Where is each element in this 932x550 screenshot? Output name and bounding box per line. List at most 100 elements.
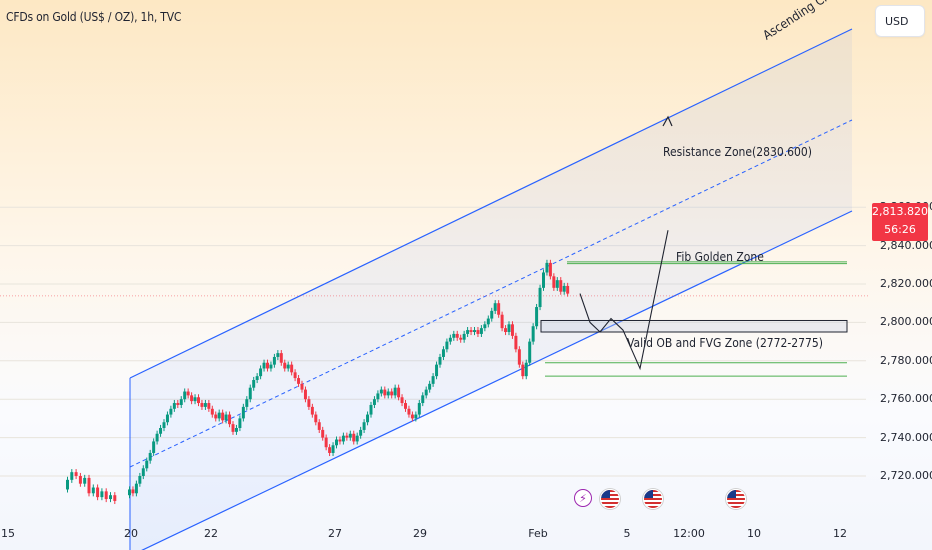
candle (272, 356, 276, 365)
candle (83, 477, 87, 484)
candle (514, 335, 518, 350)
candle (376, 393, 380, 400)
current-price: 2,813.820 (872, 205, 928, 218)
x-tick-label: 12 (833, 527, 847, 540)
candle (248, 387, 252, 400)
candle (531, 326, 535, 342)
channel-midline (129, 119, 853, 468)
x-tick-label: 29 (413, 527, 427, 540)
candle (231, 424, 235, 432)
candle (424, 389, 428, 396)
candle (448, 337, 452, 342)
candle (259, 368, 263, 377)
candle (383, 389, 387, 396)
us-flag-icon[interactable] (600, 489, 620, 509)
candle (455, 333, 459, 338)
x-tick-label: 15 (1, 527, 15, 540)
candle (297, 378, 301, 384)
candle (435, 364, 439, 377)
us-flag-icon[interactable] (726, 489, 746, 509)
candle (355, 435, 359, 442)
candle (155, 433, 159, 442)
candle (100, 491, 104, 498)
candle (483, 324, 487, 329)
candle (210, 408, 214, 415)
candle (179, 399, 183, 405)
y-tick-label: 2,840.000 (880, 238, 932, 252)
candle (504, 328, 508, 332)
candle (87, 477, 91, 494)
projection-path (579, 230, 669, 371)
candle (279, 353, 283, 363)
candle (224, 414, 228, 421)
candle (238, 418, 242, 428)
candle (131, 489, 135, 494)
candle (345, 435, 349, 438)
candle (266, 362, 269, 369)
candle (91, 487, 95, 494)
candle (307, 399, 311, 407)
projection-arrowhead (662, 115, 673, 127)
candle (486, 318, 490, 325)
flag-canton (644, 490, 653, 498)
candle (469, 330, 473, 332)
candle (372, 399, 376, 405)
x-tick-label: 27 (328, 527, 342, 540)
us-flag-icon[interactable] (643, 489, 663, 509)
candle (214, 414, 218, 419)
candle (552, 276, 556, 288)
x-tick-label: 10 (747, 527, 761, 540)
x-tick-label: Feb (528, 527, 548, 540)
candle (479, 328, 483, 334)
candle (324, 437, 328, 448)
candle (138, 476, 142, 484)
candle (255, 376, 259, 380)
candle (172, 403, 176, 409)
candle (310, 406, 314, 415)
candle (186, 391, 190, 396)
candle (290, 364, 294, 373)
candle (366, 414, 370, 423)
symbol-title: CFDs on Gold (US$ / OZ), 1h, TVC (6, 10, 182, 24)
candle (207, 403, 211, 409)
candle (252, 380, 256, 388)
candle (559, 280, 563, 292)
y-tick-label: 2,800.000 (880, 315, 932, 329)
candle (369, 404, 373, 415)
candle (162, 422, 166, 428)
annotation-resistance-zone: Resistance Zone(2830.600) (663, 145, 812, 159)
candle (228, 414, 232, 425)
y-tick-label: 2,820.000 (880, 277, 932, 290)
candle (445, 341, 449, 350)
candle (152, 441, 156, 453)
candle (176, 403, 180, 405)
candle (203, 403, 207, 407)
candle (286, 364, 290, 369)
candle (200, 403, 204, 407)
candle (393, 387, 397, 396)
candle (78, 476, 82, 484)
candle (404, 403, 407, 409)
candle (524, 362, 528, 377)
x-tick-label: 12:00 (673, 527, 705, 540)
candle (493, 303, 497, 311)
candle (562, 285, 566, 292)
candle (390, 391, 394, 396)
candle (96, 487, 100, 498)
candle (234, 428, 238, 432)
candle (269, 364, 273, 369)
y-tick-label: 2,780.000 (880, 353, 932, 367)
candle (66, 479, 69, 490)
candle (521, 364, 525, 377)
dividend-lightning-icon[interactable]: ⚡ (574, 489, 592, 507)
candle (338, 439, 342, 442)
y-tick-label: 2,740.000 (880, 430, 932, 444)
currency-button[interactable]: USD (876, 6, 924, 36)
fib-golden-zone-box (540, 319, 848, 333)
current-price-tag: 2,813.820 56:26 (872, 203, 928, 241)
candle (104, 491, 108, 500)
candle (421, 395, 425, 404)
candle (262, 362, 266, 369)
candle (507, 324, 511, 332)
